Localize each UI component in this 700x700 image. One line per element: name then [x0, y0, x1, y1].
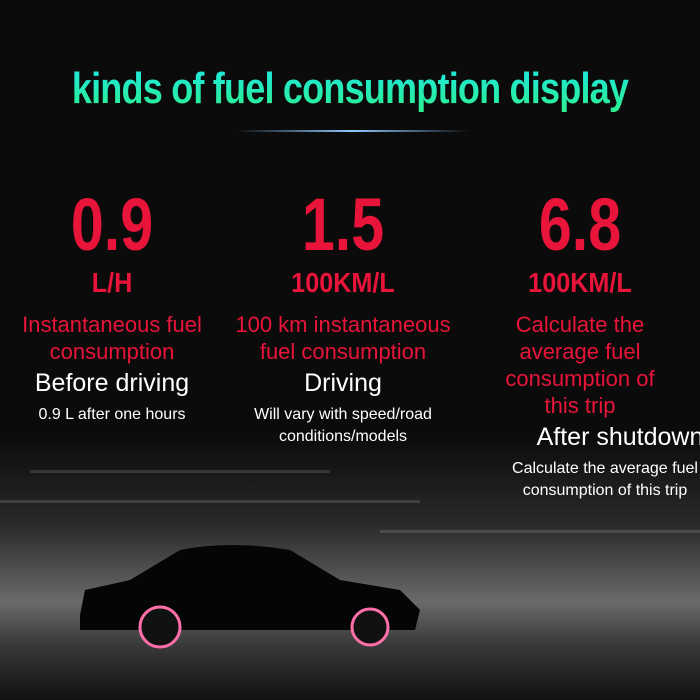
- mode-100km: 1.5 100KM/L 100 km instantaneous fuel co…: [223, 185, 463, 448]
- title-underline: [235, 130, 470, 132]
- car-silhouette: [80, 545, 420, 649]
- note: Calculate the average fuel consumption o…: [512, 460, 698, 499]
- state: Before driving: [34, 369, 190, 397]
- note: Will vary with speed/road conditions/mod…: [254, 406, 432, 445]
- value: 0.9: [70, 183, 154, 266]
- type: 100 km instantaneous fuel consumption: [235, 312, 451, 364]
- value: 1.5: [301, 183, 385, 266]
- light-streak: [0, 500, 420, 503]
- type: Calculate the average fuel consumption o…: [505, 312, 655, 418]
- type: Instantaneous fuel consumption: [22, 312, 202, 364]
- light-streak: [30, 470, 330, 473]
- unit: 100KM/L: [528, 267, 632, 298]
- state: Driving: [304, 369, 382, 397]
- mode-average: 6.8 100KM/L Calculate the average fuel c…: [460, 185, 700, 502]
- note: 0.9 L after one hours: [38, 406, 186, 423]
- page-title: kinds of fuel consumption display: [63, 64, 637, 114]
- state: After shutdown: [536, 423, 700, 451]
- unit: 100KM/L: [291, 267, 395, 298]
- unit: L/H: [91, 267, 133, 298]
- mode-instantaneous: 0.9 L/H Instantaneous fuel consumption B…: [0, 185, 232, 426]
- value: 6.8: [538, 183, 622, 266]
- light-streak: [380, 530, 700, 533]
